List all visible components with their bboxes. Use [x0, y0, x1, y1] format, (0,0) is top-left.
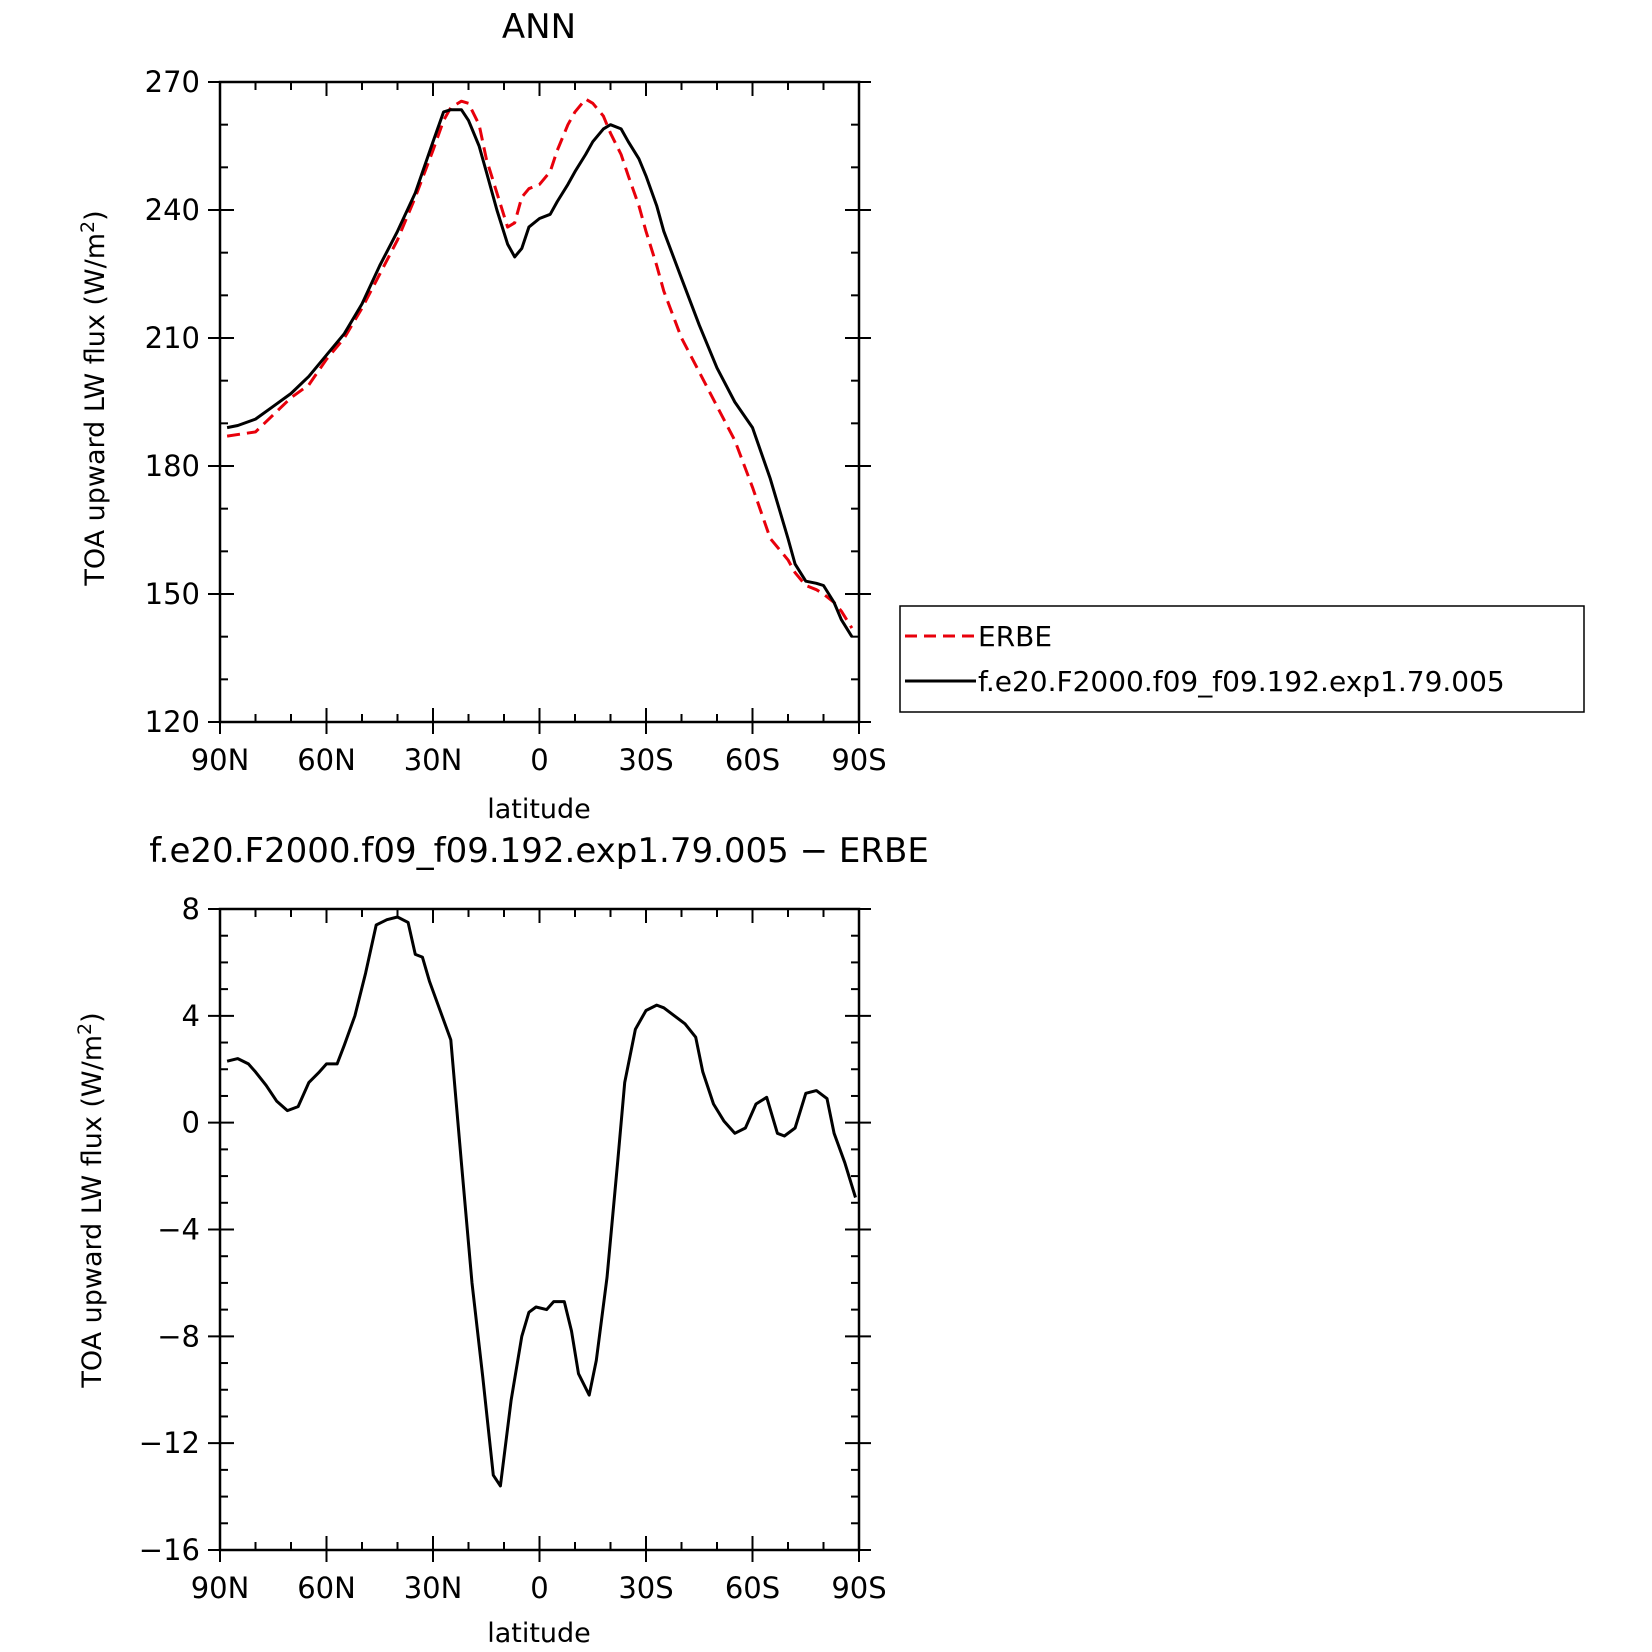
bottom-panel-y-axis-label: TOA upward LW flux (W/m2): [74, 1012, 108, 1388]
bottom-panel-x-axis-label: latitude: [487, 1618, 591, 1649]
bottom-panel-x-tick-label: 30N: [404, 1571, 463, 1605]
legend-label-erbe: ERBE: [978, 620, 1052, 653]
bottom-panel-y-axis-label-close: ): [77, 1012, 108, 1023]
top-panel-series: [226, 97, 854, 638]
top-panel-title: ANN: [502, 7, 576, 47]
top-panel-series-line-erbe: [226, 97, 854, 629]
top-panel-y-tick-label: 150: [145, 577, 200, 611]
top-panel-x-tick-label: 60N: [297, 743, 356, 777]
top-panel-y-axis-label-superscript: 2: [77, 221, 99, 233]
bottom-panel-y-tick-label: −12: [139, 1426, 200, 1460]
top-panel-x-tick-label: 90N: [191, 743, 250, 777]
top-panel-y-tick-label: 180: [145, 449, 200, 483]
bottom-panel-x-tick-label: 60S: [725, 1571, 780, 1605]
bottom-panel-y-tick-label: −4: [157, 1213, 200, 1247]
top-panel-x-axis-label: latitude: [487, 794, 591, 825]
top-panel-x-tick-label: 0: [530, 743, 548, 777]
bottom-panel-axes: 90N 60N 30N 0 30S 60S 90S −16 −12 −8 −4 0 4 8: [139, 892, 887, 1605]
top-panel-series-line-model: [226, 108, 854, 638]
top-panel-y-axis-label-close: ): [80, 210, 111, 221]
bottom-panel-x-tick-label: 90N: [191, 1571, 250, 1605]
bottom-panel-x-tick-label: 30S: [618, 1571, 673, 1605]
legend-label-model: f.e20.F2000.f09_f09.192.exp1.79.005: [978, 665, 1505, 698]
bottom-panel: f.e20.F2000.f09_f09.192.exp1.79.005 − ER…: [74, 831, 929, 1649]
top-panel-y-tick-label: 210: [145, 321, 200, 355]
bottom-panel-series: [226, 915, 857, 1488]
bottom-panel-series-line-difference: [226, 915, 857, 1488]
top-panel-x-tick-label: 30N: [404, 743, 463, 777]
bottom-panel-title: f.e20.F2000.f09_f09.192.exp1.79.005 − ER…: [149, 831, 929, 871]
bottom-panel-x-tick-label: 90S: [831, 1571, 886, 1605]
top-panel-y-axis-label: TOA upward LW flux (W/m2): [77, 210, 111, 586]
bottom-panel-x-tick-label: 0: [530, 1571, 548, 1605]
top-panel-y-tick-label: 120: [145, 705, 200, 739]
top-panel-axes: 90N 60N 30N 0 30S 60S 90S 120 150 180 210 240 270: [145, 65, 887, 777]
top-panel-y-tick-label: 240: [145, 193, 200, 227]
top-panel-x-tick-label: 60S: [725, 743, 780, 777]
top-panel-y-tick-label: 270: [145, 65, 200, 99]
legend: ERBE f.e20.F2000.f09_f09.192.exp1.79.005: [899, 605, 1585, 713]
bottom-panel-y-tick-label: 4: [182, 999, 200, 1033]
bottom-panel-y-tick-label: 0: [182, 1106, 200, 1140]
bottom-panel-x-tick-label: 60N: [297, 1571, 356, 1605]
bottom-panel-y-axis-label-superscript: 2: [74, 1023, 96, 1035]
legend-box: [899, 605, 1585, 713]
top-panel-x-tick-label: 30S: [618, 743, 673, 777]
top-panel-x-tick-label: 90S: [831, 743, 886, 777]
top-panel-y-axis-label-text: TOA upward LW flux (W/m: [80, 233, 111, 587]
bottom-panel-y-tick-label: −16: [139, 1533, 200, 1567]
bottom-panel-y-tick-label: −8: [157, 1319, 200, 1353]
top-panel: ANN 90N 60N 30N 0 30S 60S 90S 120 150 180 210 240 27…: [77, 7, 1585, 825]
bottom-panel-y-tick-label: 8: [182, 892, 200, 926]
bottom-panel-y-axis-label-text: TOA upward LW flux (W/m: [77, 1035, 108, 1389]
